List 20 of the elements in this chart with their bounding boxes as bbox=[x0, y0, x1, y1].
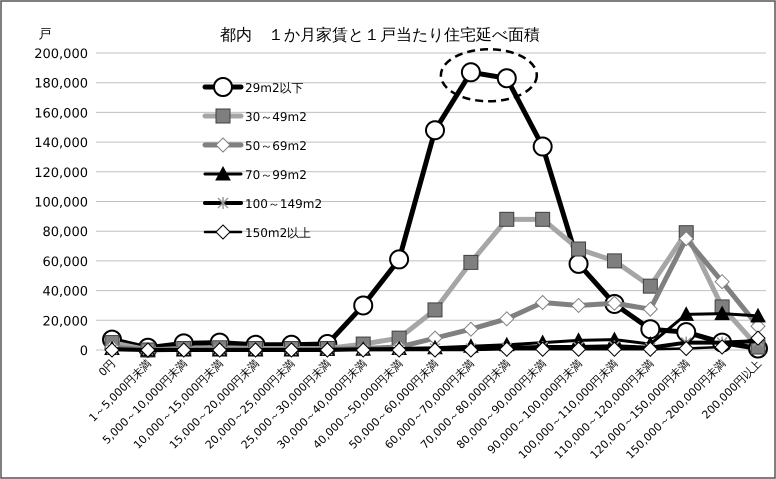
y-tick-label: 180,000 bbox=[34, 76, 88, 92]
y-tick-label: 200,000 bbox=[34, 47, 88, 62]
y-tick-label: 100,000 bbox=[34, 196, 88, 210]
y-tick-label: 40,000 bbox=[42, 284, 88, 300]
legend-label: 70～99m2 bbox=[245, 168, 307, 182]
legend-label: 29m2以下 bbox=[245, 81, 304, 95]
legend-label: 100～149m2 bbox=[245, 197, 322, 211]
y-tick-label: 0 bbox=[80, 344, 88, 359]
y-tick-label: 20,000 bbox=[42, 314, 88, 330]
x-tick-label: 0円 bbox=[96, 356, 118, 379]
y-tick-label: 140,000 bbox=[34, 136, 88, 152]
legend-label: 150m2以上 bbox=[245, 226, 312, 240]
y-tick-label: 160,000 bbox=[34, 106, 88, 122]
y-tick-label: 120,000 bbox=[34, 166, 88, 181]
y-tick-label: 60,000 bbox=[42, 254, 88, 270]
y-axis-title: 戸 bbox=[38, 27, 52, 42]
legend-label: 50～69m2 bbox=[245, 139, 307, 153]
y-tick-label: 80,000 bbox=[42, 225, 88, 240]
chart-title: 都内 １か月家賃と１戸当たり住宅延べ面積 bbox=[220, 25, 540, 44]
legend-label: 30～49m2 bbox=[245, 110, 307, 124]
